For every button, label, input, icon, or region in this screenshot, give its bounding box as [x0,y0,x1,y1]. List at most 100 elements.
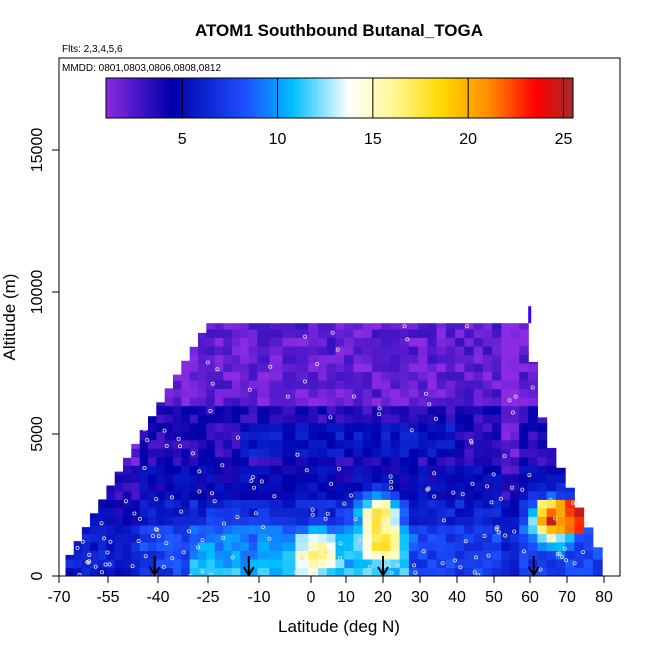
heat-cell [164,482,174,492]
heat-cell [519,388,529,398]
heat-cell [257,397,270,407]
heat-cell [189,346,199,356]
heat-cell [295,354,309,364]
sample-point [328,415,333,420]
heat-cell [269,371,283,381]
heat-cell [269,524,283,534]
sample-point [468,438,473,443]
heat-cell [335,363,345,373]
heat-cell [482,524,493,534]
heat-cell [189,507,199,517]
heat-cell [181,363,191,373]
heat-cell [164,516,174,526]
heat-cell [282,328,296,338]
heat-cell [173,541,182,551]
heat-cell [269,533,283,543]
sample-point [235,515,240,520]
heat-cell [482,388,493,398]
heat-cell [326,354,337,364]
heat-cell [148,499,157,509]
x-tick-label: 0 [307,589,316,606]
heat-cell [173,380,182,390]
heat-cell [214,414,224,424]
heat-cell [240,431,250,441]
heat-cell [492,490,502,500]
heat-cell [445,323,456,330]
heat-cell [362,448,373,458]
heat-cell [371,507,382,517]
heat-cell [528,431,538,441]
heat-cell [173,465,182,475]
heat-cell [295,448,309,458]
heat-cell [206,414,216,424]
heat-cell [510,422,520,432]
heat-cell [546,533,557,543]
heat-cell [473,490,484,500]
heat-cell [198,422,207,432]
heat-cell [501,516,511,526]
heat-cell [282,431,296,441]
sample-point [581,550,586,555]
heat-cell [528,397,538,407]
heat-cell [362,371,373,381]
heat-cell [156,439,166,449]
heat-cell [326,371,337,381]
heat-cell [353,567,364,576]
heat-cell [390,363,401,373]
heat-cell [106,516,116,526]
heat-cell [482,371,493,381]
heat-cell [408,431,419,441]
heat-cell [223,533,233,543]
heat-cell [206,490,216,500]
heat-cell [510,363,520,373]
heat-cell [371,499,382,509]
heat-cell [592,559,603,569]
heat-cell [501,346,511,356]
heat-cell [344,431,354,441]
heat-cell [381,328,391,338]
heat-cell [206,499,216,509]
heat-cell [123,465,132,475]
heat-cell [436,397,447,407]
heat-cell [362,541,373,551]
heat-cell [381,490,391,500]
heat-cell [131,499,141,509]
heat-cell [282,559,296,569]
heat-cell [464,354,475,364]
heat-cell [335,439,345,449]
heat-cell [455,363,465,373]
heat-cell [473,473,484,483]
heat-cell [344,439,354,449]
heat-cell [492,456,502,466]
heat-cell [223,328,233,338]
heat-cell [189,516,199,526]
heat-cell [231,507,241,517]
heat-cell [173,439,182,449]
heat-cell [408,371,419,381]
heat-cell [555,516,566,526]
heat-cell [326,422,337,432]
heat-cell [371,422,382,432]
heat-cell [123,482,132,492]
sample-point [495,525,500,530]
heat-cell [464,323,475,330]
heat-cell [528,414,538,424]
heat-cell [181,559,191,569]
heat-cell [528,448,538,458]
heat-cell [510,473,520,483]
heat-cell [335,524,345,534]
heat-cell [257,541,270,551]
heat-cell [326,541,337,551]
heat-cell [445,516,456,526]
sample-point [584,521,589,526]
heat-cell [464,371,475,381]
heat-cell [269,363,283,373]
heat-cell [156,559,166,569]
heat-cell [148,482,157,492]
heat-cell [248,397,258,407]
heat-cell [318,507,328,517]
heat-cell [156,473,166,483]
heat-cell [371,550,382,560]
heat-cell [308,516,319,526]
heat-cell [473,354,484,364]
